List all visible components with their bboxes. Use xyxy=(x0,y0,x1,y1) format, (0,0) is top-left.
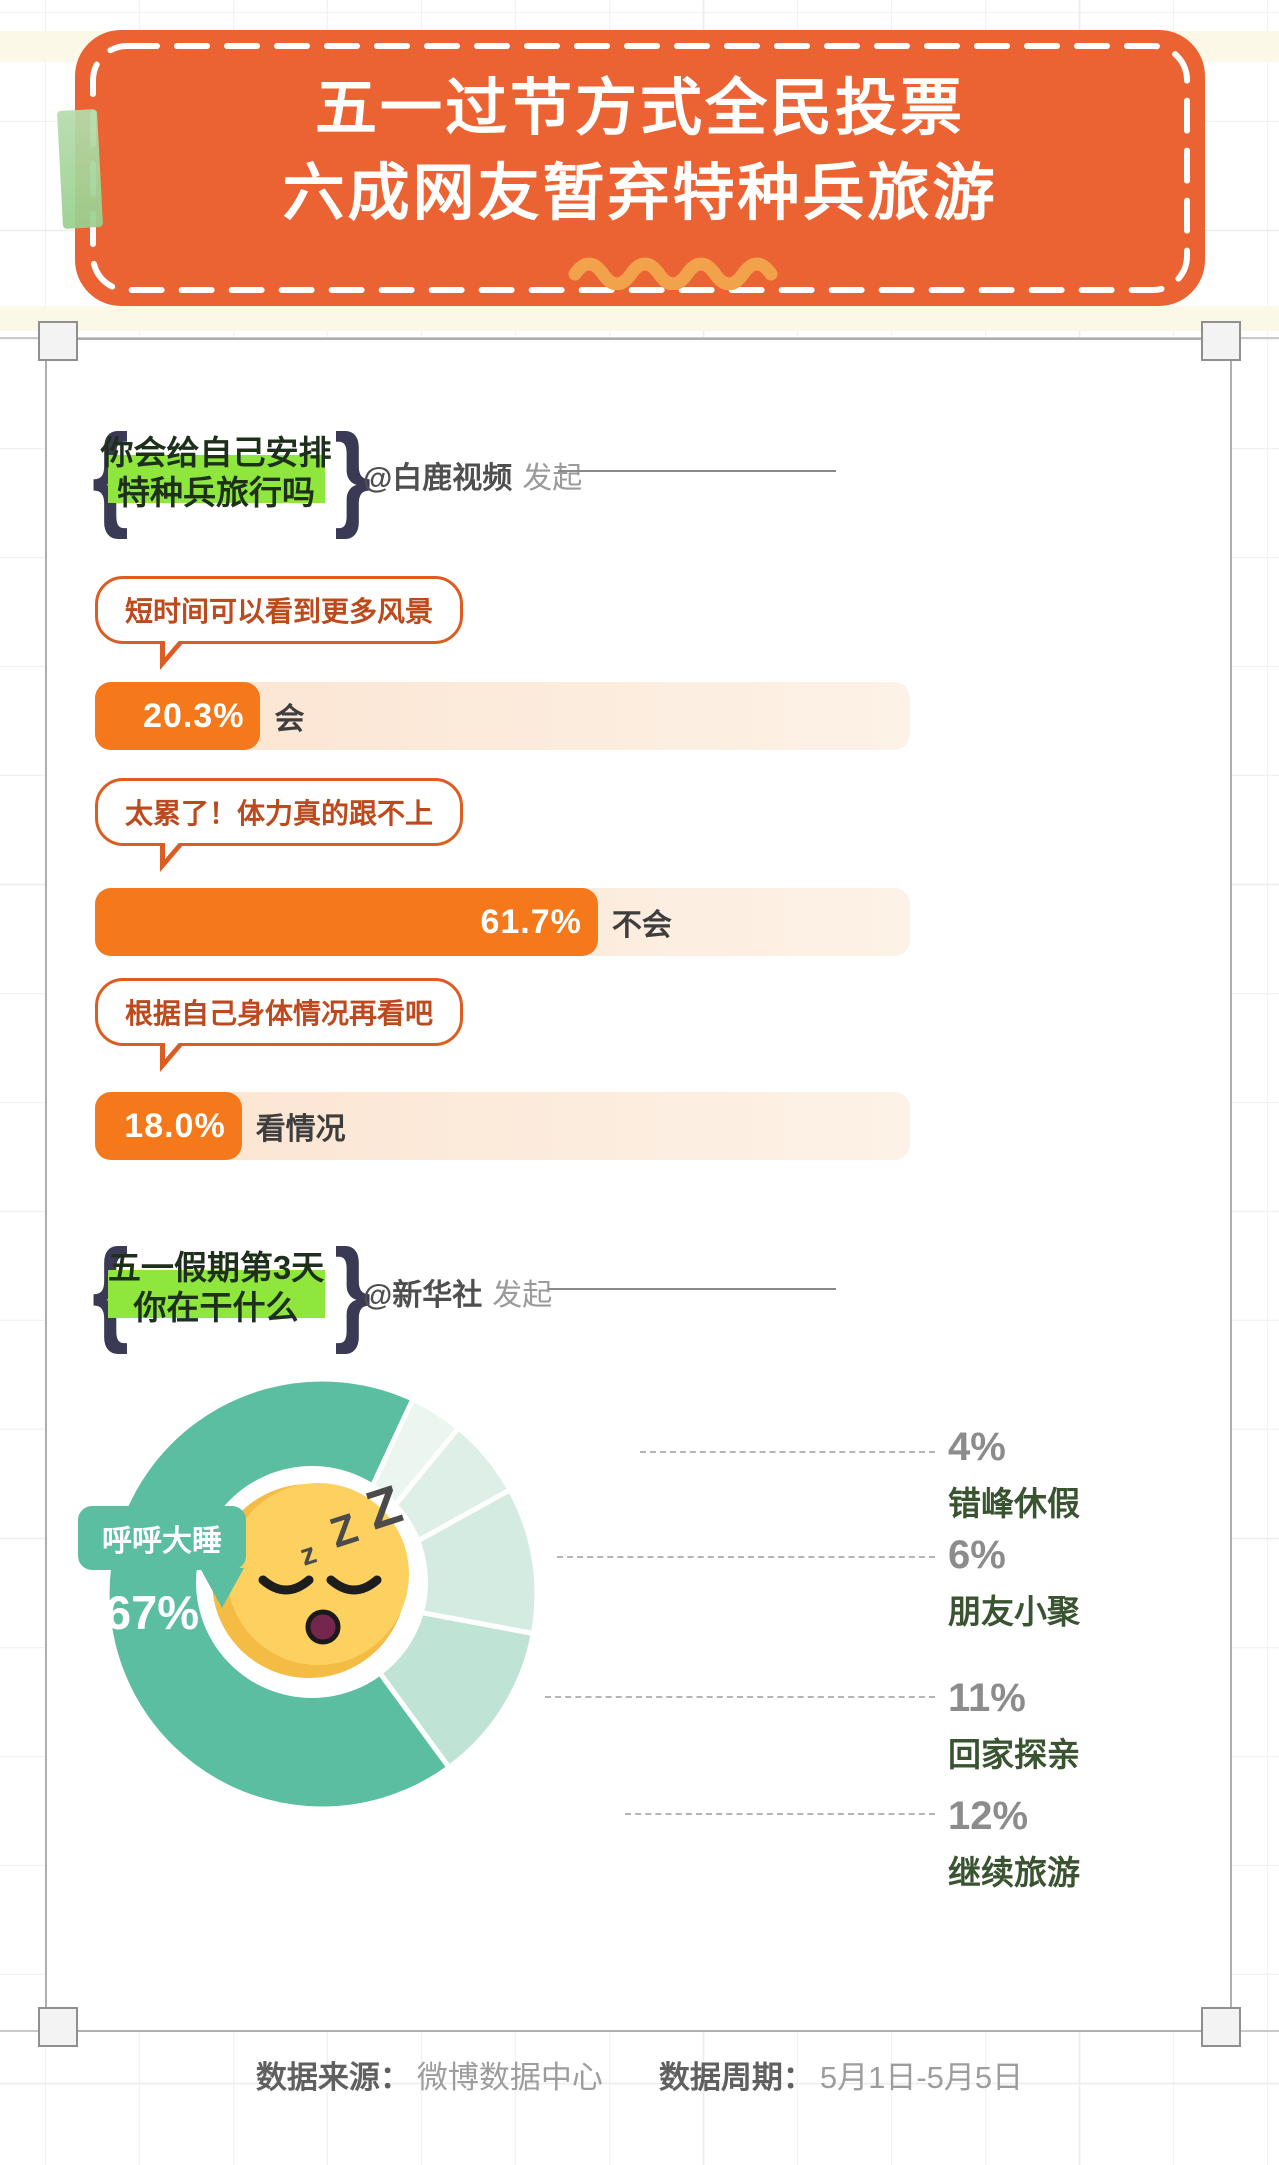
title-line-2: 六成网友暂弃特种兵旅游 xyxy=(282,159,998,228)
poll2-initiator-action: 发起 xyxy=(492,1279,553,1312)
data-period-value: 5月1日-5月5日 xyxy=(819,2060,1024,2095)
poll2-source: @新华社 发起 xyxy=(363,1270,552,1314)
snoring-mouth xyxy=(305,1609,341,1645)
resize-handle-bottom-left[interactable] xyxy=(38,2007,78,2047)
right-brace-1: } xyxy=(334,411,371,541)
highlight-row-banner xyxy=(0,306,1279,331)
bar-track-1: 20.3% 会 xyxy=(95,682,910,750)
bar-percent-3: 18.0% xyxy=(124,1106,226,1145)
bar-answer-3: 看情况 xyxy=(255,1113,346,1146)
leader-line-1 xyxy=(640,1451,935,1453)
bar-track-2: 61.7% 不会 xyxy=(95,888,910,956)
bar-fill-3: 18.0% xyxy=(95,1092,242,1160)
slice-label-4: 12% 继续旅游 xyxy=(948,1794,1080,1894)
bar-percent-2: 61.7% xyxy=(480,902,582,941)
slice-label-3: 11% 回家探亲 xyxy=(948,1676,1080,1776)
poll1-question-line1: 你会给自己安排 xyxy=(100,434,332,471)
comment-text-2: 太累了！体力真的跟不上 xyxy=(125,798,434,829)
comment-bubble-3: 根据自己身体情况再看吧 xyxy=(95,978,464,1072)
sleeping-emoji: z Z Z xyxy=(212,1474,409,1678)
poster-title: 五一过节方式全民投票 六成网友暂弃特种兵旅游 xyxy=(75,30,1205,236)
poll1-rule xyxy=(558,470,836,472)
poll1-initiator-action: 发起 xyxy=(522,462,583,495)
slice-name-3: 回家探亲 xyxy=(948,1736,1080,1773)
leader-line-3 xyxy=(545,1696,935,1698)
poll2-initiator[interactable]: @新华社 xyxy=(363,1279,483,1312)
pie-center-bubble: 呼呼大睡 xyxy=(78,1506,246,1608)
poll1-question-line2: 特种兵旅行吗 xyxy=(117,474,315,511)
bar-percent-1: 20.3% xyxy=(143,696,245,735)
bar-track-3: 18.0% 看情况 xyxy=(95,1092,910,1160)
slice-name-4: 继续旅游 xyxy=(948,1854,1080,1891)
donut-chart: z Z Z xyxy=(104,1376,540,1812)
poll1-initiator[interactable]: @白鹿视频 xyxy=(363,462,513,495)
slice-percent-2: 6% xyxy=(948,1533,1006,1577)
title-line-1: 五一过节方式全民投票 xyxy=(314,74,965,143)
data-source-label: 数据来源： xyxy=(255,2060,411,2095)
resize-handle-bottom-right[interactable] xyxy=(1201,2007,1241,2047)
poll2-question-line1: 五一假期第3天 xyxy=(107,1249,325,1286)
bar-fill-2: 61.7% xyxy=(95,888,598,956)
question-highlight-1 xyxy=(108,455,325,503)
green-accent-tab xyxy=(56,109,104,229)
wave-underline xyxy=(568,257,778,290)
slice-name-1: 错峰休假 xyxy=(948,1485,1080,1522)
slice-percent-3: 11% xyxy=(948,1676,1026,1720)
slice-name-2: 朋友小聚 xyxy=(948,1593,1080,1630)
poll2-question: 五一假期第3天 你在干什么 xyxy=(100,1248,332,1328)
right-brace-2: } xyxy=(334,1226,371,1356)
title-banner: 五一过节方式全民投票 六成网友暂弃特种兵旅游 xyxy=(75,30,1205,306)
pie-center-bubble-label: 呼呼大睡 xyxy=(102,1525,222,1558)
data-period-label: 数据周期： xyxy=(658,2060,814,2095)
closed-eye-right xyxy=(326,1575,382,1595)
comment-bubble-2: 太累了！体力真的跟不上 xyxy=(95,778,464,872)
data-source-value: 微博数据中心 xyxy=(416,2060,603,2095)
question-highlight-2 xyxy=(108,1270,325,1318)
poll2-question-line2: 你在干什么 xyxy=(133,1289,299,1326)
leader-line-2 xyxy=(557,1556,935,1558)
data-footer: 数据来源： 微博数据中心 数据周期： 5月1日-5月5日 xyxy=(0,2052,1279,2097)
pie-center-percent: 67% xyxy=(105,1586,200,1639)
comment-text-3: 根据自己身体情况再看吧 xyxy=(125,998,434,1029)
slice-percent-4: 12% xyxy=(948,1794,1029,1838)
bar-answer-2: 不会 xyxy=(611,909,672,942)
resize-handle-top-left[interactable] xyxy=(38,321,78,361)
slice-label-1: 4% 错峰休假 xyxy=(948,1425,1080,1525)
poll2-rule xyxy=(548,1288,836,1290)
comment-bubble-1: 短时间可以看到更多风景 xyxy=(95,576,464,670)
comment-text-1: 短时间可以看到更多风景 xyxy=(125,596,434,627)
leader-line-4 xyxy=(625,1813,935,1815)
closed-eye-left xyxy=(258,1575,314,1595)
bar-fill-1: 20.3% xyxy=(95,682,261,750)
poll1-question: 你会给自己安排 特种兵旅行吗 xyxy=(100,433,332,513)
poll1-source: @白鹿视频 发起 xyxy=(363,453,582,497)
bar-answer-1: 会 xyxy=(274,703,305,736)
slice-percent-1: 4% xyxy=(948,1425,1006,1469)
slice-label-2: 6% 朋友小聚 xyxy=(948,1533,1080,1633)
resize-handle-top-right[interactable] xyxy=(1201,321,1241,361)
